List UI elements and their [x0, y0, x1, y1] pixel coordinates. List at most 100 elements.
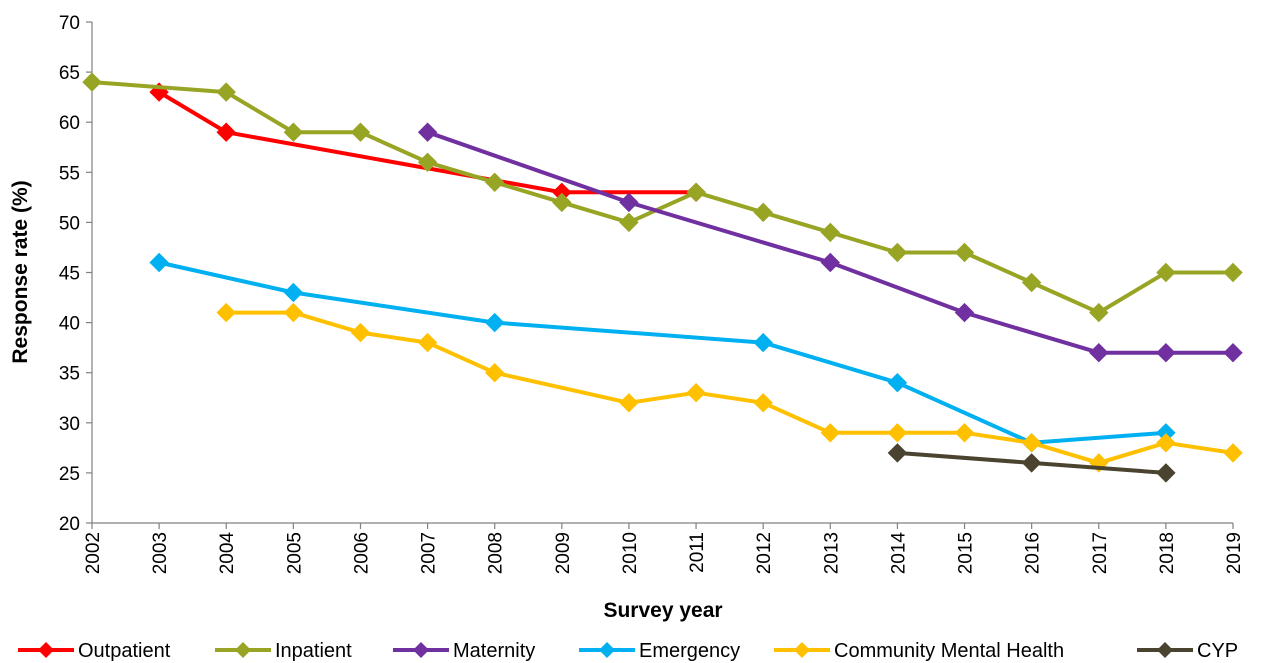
- series-lines: [82, 72, 1243, 483]
- data-point-community-mental-health[interactable]: [820, 423, 841, 443]
- data-point-maternity[interactable]: [1223, 342, 1243, 363]
- data-point-community-mental-health[interactable]: [753, 393, 773, 413]
- x-tick-label: 2018: [1157, 532, 1178, 574]
- x-tick-label: 2017: [1090, 532, 1111, 574]
- data-point-inpatient[interactable]: [1089, 302, 1109, 323]
- data-point-maternity[interactable]: [417, 122, 438, 142]
- y-tick-label: 50: [59, 213, 80, 234]
- y-tick-label: 20: [59, 514, 80, 535]
- data-point-inpatient[interactable]: [484, 172, 505, 193]
- x-tick-label: 2015: [956, 532, 977, 574]
- legend-item-outpatient[interactable]: Outpatient: [18, 640, 171, 662]
- series-inpatient: [82, 72, 1243, 323]
- axes: 20 25 30 35 40 45 50 55 60 65 70 2002 2003 2004 2005 20…: [59, 13, 1245, 574]
- data-point-inpatient[interactable]: [417, 152, 438, 173]
- data-point-community-mental-health[interactable]: [619, 393, 639, 413]
- data-point-emergency[interactable]: [149, 252, 169, 273]
- data-point-maternity[interactable]: [1156, 342, 1176, 363]
- data-point-community-mental-health[interactable]: [350, 322, 371, 343]
- series-cyp: [887, 443, 1176, 483]
- data-point-inpatient[interactable]: [216, 82, 236, 102]
- data-point-community-mental-health[interactable]: [686, 382, 706, 403]
- data-point-cyp[interactable]: [1021, 453, 1042, 473]
- data-point-inpatient[interactable]: [820, 222, 841, 243]
- data-point-inpatient[interactable]: [283, 122, 304, 142]
- legend-item-community-mental-health[interactable]: Community Mental Health: [774, 640, 1064, 662]
- data-point-inpatient[interactable]: [552, 192, 572, 213]
- data-point-emergency[interactable]: [753, 332, 773, 353]
- data-point-inpatient[interactable]: [887, 242, 908, 263]
- data-point-inpatient[interactable]: [350, 122, 371, 142]
- series-emergency: [149, 252, 1176, 453]
- data-point-emergency[interactable]: [484, 312, 505, 333]
- y-tick-label: 65: [59, 63, 80, 84]
- legend-label: Emergency: [639, 640, 740, 662]
- y-tick-label: 60: [59, 113, 80, 134]
- data-point-community-mental-health[interactable]: [954, 423, 975, 443]
- y-tick-label: 45: [59, 264, 80, 285]
- y-tick-label: 70: [59, 13, 80, 34]
- x-tick-label: 2005: [284, 532, 305, 574]
- x-tick-label: 2012: [754, 532, 775, 574]
- data-point-community-mental-health[interactable]: [283, 302, 304, 323]
- series-outpatient: [149, 82, 706, 203]
- series-line-maternity: [426, 130, 1233, 355]
- data-point-inpatient[interactable]: [954, 242, 975, 263]
- series-community-mental-health: [216, 302, 1243, 473]
- data-point-community-mental-health[interactable]: [417, 332, 438, 353]
- data-point-inpatient[interactable]: [619, 212, 639, 233]
- data-point-cyp[interactable]: [1156, 463, 1176, 483]
- data-point-community-mental-health[interactable]: [484, 362, 505, 383]
- data-point-community-mental-health[interactable]: [1021, 433, 1042, 453]
- data-point-emergency[interactable]: [283, 282, 304, 303]
- data-point-inpatient[interactable]: [686, 182, 706, 203]
- data-point-maternity[interactable]: [820, 252, 841, 273]
- legend-swatch-marker: [38, 642, 54, 658]
- x-tick-label: 2004: [217, 532, 238, 575]
- x-tick-label: 2002: [83, 532, 104, 574]
- legend-item-cyp[interactable]: CYP: [1137, 640, 1238, 662]
- data-point-inpatient[interactable]: [753, 202, 773, 223]
- x-tick-label: 2003: [150, 532, 171, 574]
- data-point-community-mental-health[interactable]: [1223, 443, 1243, 463]
- y-tick-label: 25: [59, 464, 80, 485]
- legend-item-emergency[interactable]: Emergency: [579, 640, 740, 662]
- legend-swatch-marker: [413, 642, 429, 658]
- data-point-maternity[interactable]: [619, 192, 639, 213]
- x-axis-title: Survey year: [603, 599, 722, 622]
- legend-label: Community Mental Health: [834, 640, 1064, 662]
- x-tick-label: 2006: [351, 532, 372, 574]
- data-point-community-mental-health[interactable]: [887, 423, 908, 443]
- series-line-outpatient: [158, 90, 697, 195]
- x-tick-label: 2010: [620, 532, 641, 574]
- y-tick-label: 35: [59, 364, 80, 385]
- data-point-community-mental-health[interactable]: [216, 302, 236, 323]
- data-point-outpatient[interactable]: [216, 122, 236, 142]
- legend-label: Maternity: [453, 640, 535, 662]
- series-maternity: [417, 122, 1243, 363]
- legend-item-maternity[interactable]: Maternity: [393, 640, 535, 662]
- data-point-cyp[interactable]: [887, 443, 908, 463]
- legend: Outpatient Inpatient Maternity Emergency Com…: [18, 640, 1238, 662]
- x-tick-label: 2009: [553, 532, 574, 574]
- legend-label: Inpatient: [275, 640, 352, 662]
- data-point-inpatient[interactable]: [82, 72, 102, 92]
- x-tick-label: 2007: [419, 532, 440, 574]
- data-point-inpatient[interactable]: [1021, 272, 1042, 293]
- series-line-emergency: [158, 260, 1167, 445]
- data-point-emergency[interactable]: [887, 372, 908, 393]
- data-point-maternity[interactable]: [954, 302, 975, 323]
- data-point-maternity[interactable]: [1089, 342, 1109, 363]
- y-tick-label: 30: [59, 414, 80, 435]
- data-point-community-mental-health[interactable]: [1156, 433, 1176, 453]
- legend-item-inpatient[interactable]: Inpatient: [215, 640, 352, 662]
- legend-swatch-marker: [599, 642, 615, 658]
- legend-swatch-marker: [794, 642, 810, 658]
- data-point-inpatient[interactable]: [1223, 262, 1243, 283]
- x-tick-label: 2016: [1023, 532, 1044, 574]
- y-tick-label: 40: [59, 314, 80, 335]
- data-point-inpatient[interactable]: [1156, 262, 1176, 283]
- x-tick-label: 2019: [1224, 532, 1245, 574]
